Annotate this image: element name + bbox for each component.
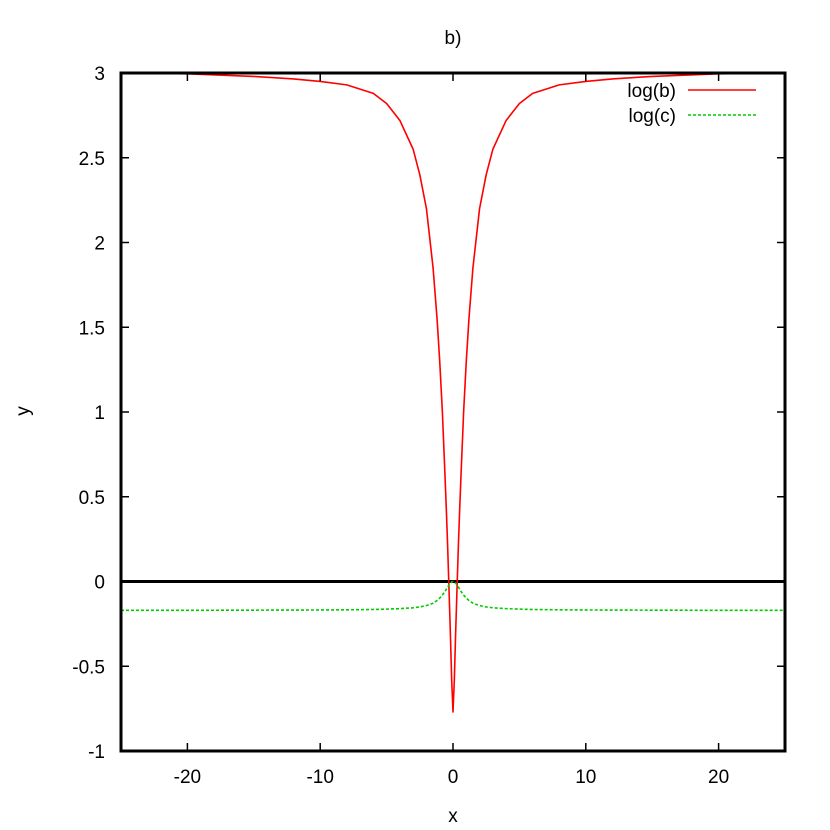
y-tick-label: 1.5 <box>79 318 105 339</box>
y-tick-label: 0 <box>94 573 105 594</box>
plot-frame <box>119 71 787 753</box>
y-tick-label: 2 <box>94 234 105 255</box>
series-line-log-b <box>120 72 786 713</box>
y-tick-label: 1 <box>94 403 105 424</box>
y-tick-label: 3 <box>94 64 105 85</box>
y-tick-label: -0.5 <box>72 657 105 678</box>
x-tick-label: -10 <box>306 767 333 788</box>
chart-title: b) <box>445 28 462 49</box>
x-axis-label: x <box>448 806 458 827</box>
x-tick-label: 0 <box>448 767 459 788</box>
legend-label-log-b: log(b) <box>627 81 676 102</box>
legend-label-log-c: log(c) <box>628 106 676 127</box>
y-tick-label: -1 <box>88 742 105 763</box>
plot-area <box>119 71 787 753</box>
series-layer <box>120 72 786 713</box>
y-axis: -1 -0.5 0 0.5 1 1.5 2 2.5 3 <box>72 64 785 763</box>
x-tick-label: -20 <box>174 767 201 788</box>
series-line-log-c <box>121 580 785 612</box>
y-tick-label: 0.5 <box>79 488 105 509</box>
y-axis-label: y <box>13 406 34 416</box>
legend: log(b) log(c) <box>627 81 756 127</box>
x-tick-label: 10 <box>575 767 596 788</box>
x-tick-label: 20 <box>708 767 729 788</box>
y-tick-label: 2.5 <box>79 149 105 170</box>
x-axis: -20 -10 0 10 20 <box>174 73 729 788</box>
